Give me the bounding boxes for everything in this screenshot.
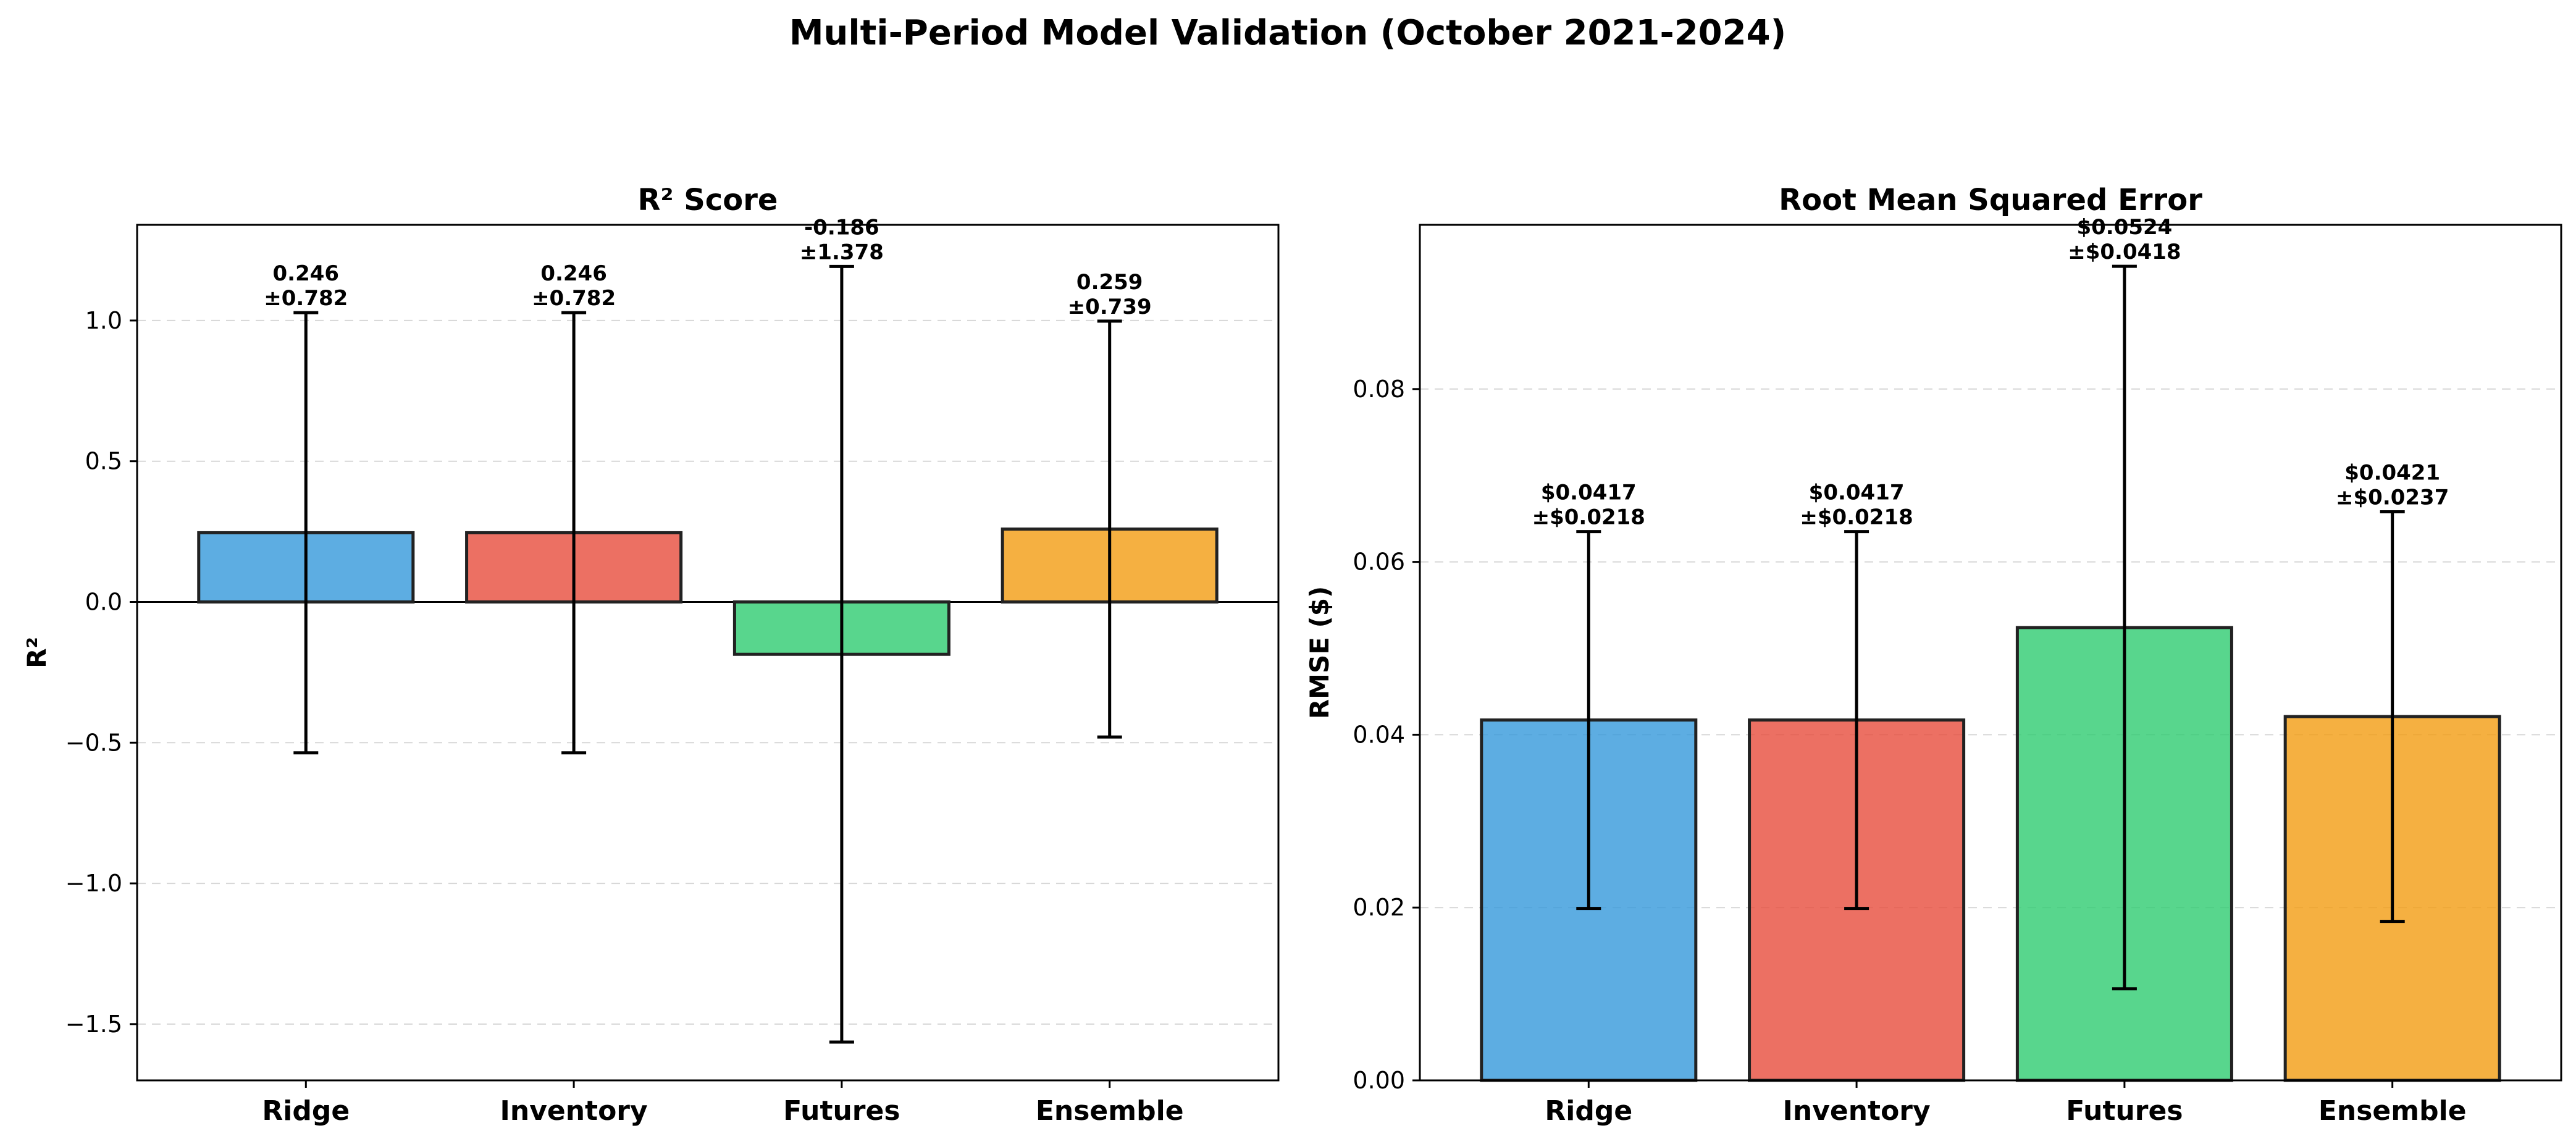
r2-ytick-label: −0.5 (65, 729, 122, 756)
rmse-xtick-label: Ensemble (2318, 1095, 2467, 1127)
r2-ytick-label: −1.0 (65, 870, 122, 897)
rmse-xtick-label: Ridge (1545, 1095, 1632, 1127)
r2-ylabel: R² (22, 637, 52, 668)
rmse-data-label: $0.0524 ±$0.0418 (2068, 215, 2181, 264)
r2-ytick-label: −1.5 (65, 1011, 122, 1038)
rmse-data-label: $0.0417 ±$0.0218 (1532, 481, 1645, 530)
rmse-panel: $0.0417 ±$0.0218 Ridge $0.0417 ±$0.0218 Inven… (1304, 183, 2562, 1127)
r2-data-label: -0.186 ±1.378 (800, 215, 884, 264)
rmse-ytick-label: 0.08 (1353, 376, 1405, 403)
r2-ytick-label: 0.5 (85, 448, 122, 475)
rmse-ytick-label: 0.00 (1353, 1067, 1405, 1094)
r2-data-label: 0.246 ±0.782 (532, 261, 616, 311)
r2-data-label: 0.246 ±0.782 (264, 261, 348, 311)
rmse-axes-frame (1419, 224, 2562, 1082)
r2-xtick-label: Ensemble (1036, 1095, 1184, 1127)
rmse-ytick-label: 0.04 (1353, 721, 1405, 748)
rmse-ylabel: RMSE ($) (1304, 586, 1335, 719)
rmse-title: Root Mean Squared Error (1779, 183, 2202, 217)
figure-title: Multi-Period Model Validation (October 2… (789, 13, 1786, 53)
r2-ytick-label: 1.0 (85, 307, 122, 334)
rmse-xtick-label: Futures (2066, 1095, 2183, 1127)
r2-xtick-label: Futures (783, 1095, 900, 1127)
r2-data-label: 0.259 ±0.739 (1068, 270, 1152, 319)
rmse-ytick-label: 0.06 (1353, 549, 1405, 576)
rmse-data-label: $0.0421 ±$0.0237 (2336, 460, 2449, 510)
rmse-ytick-label: 0.02 (1353, 894, 1405, 921)
rmse-data-label: $0.0417 ±$0.0218 (1800, 481, 1913, 530)
rmse-xtick-label: Inventory (1783, 1095, 1931, 1127)
r2-axes-frame (136, 224, 1280, 1082)
r2-xtick-label: Ridge (262, 1095, 350, 1127)
r2-ytick-label: 0.0 (85, 588, 122, 615)
r2-xtick-label: Inventory (500, 1095, 648, 1127)
r2-title: R² Score (638, 183, 778, 217)
r2-panel: 0.246 ±0.782 Ridge 0.246 ±0.782 Inventory -0.1… (22, 183, 1280, 1127)
